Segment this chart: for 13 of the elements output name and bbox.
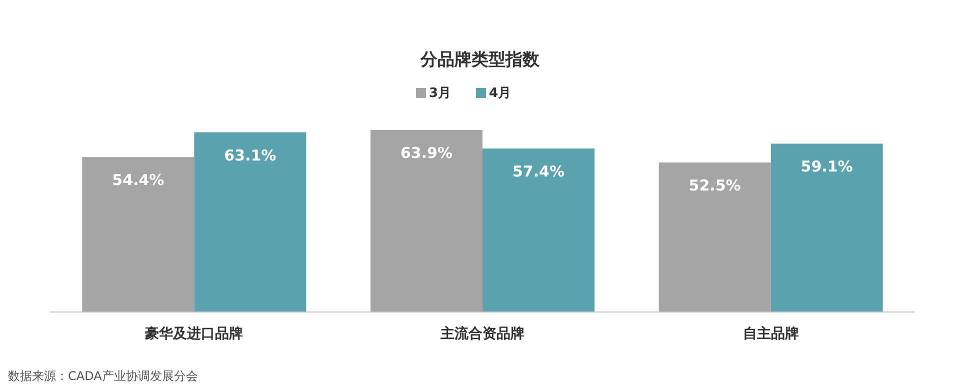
data-label: 63.9% xyxy=(400,144,453,162)
chart-title: 分品牌类型指数 xyxy=(420,50,540,70)
legend-label: 4月 xyxy=(489,86,512,101)
source-note: 数据来源：CADA产业协调发展分会 xyxy=(8,369,198,383)
data-label: 59.1% xyxy=(800,158,853,176)
data-label: 54.4% xyxy=(112,171,164,190)
data-label: 63.1% xyxy=(224,146,276,164)
legend-label: 3月 xyxy=(429,86,452,101)
data-label: 57.4% xyxy=(512,162,565,181)
x-tick-label: 主流合资品牌 xyxy=(440,325,524,342)
x-tick-label: 豪华及进口品牌 xyxy=(144,326,244,342)
data-label: 52.5% xyxy=(688,176,741,194)
x-tick-label: 自主品牌 xyxy=(742,325,799,342)
